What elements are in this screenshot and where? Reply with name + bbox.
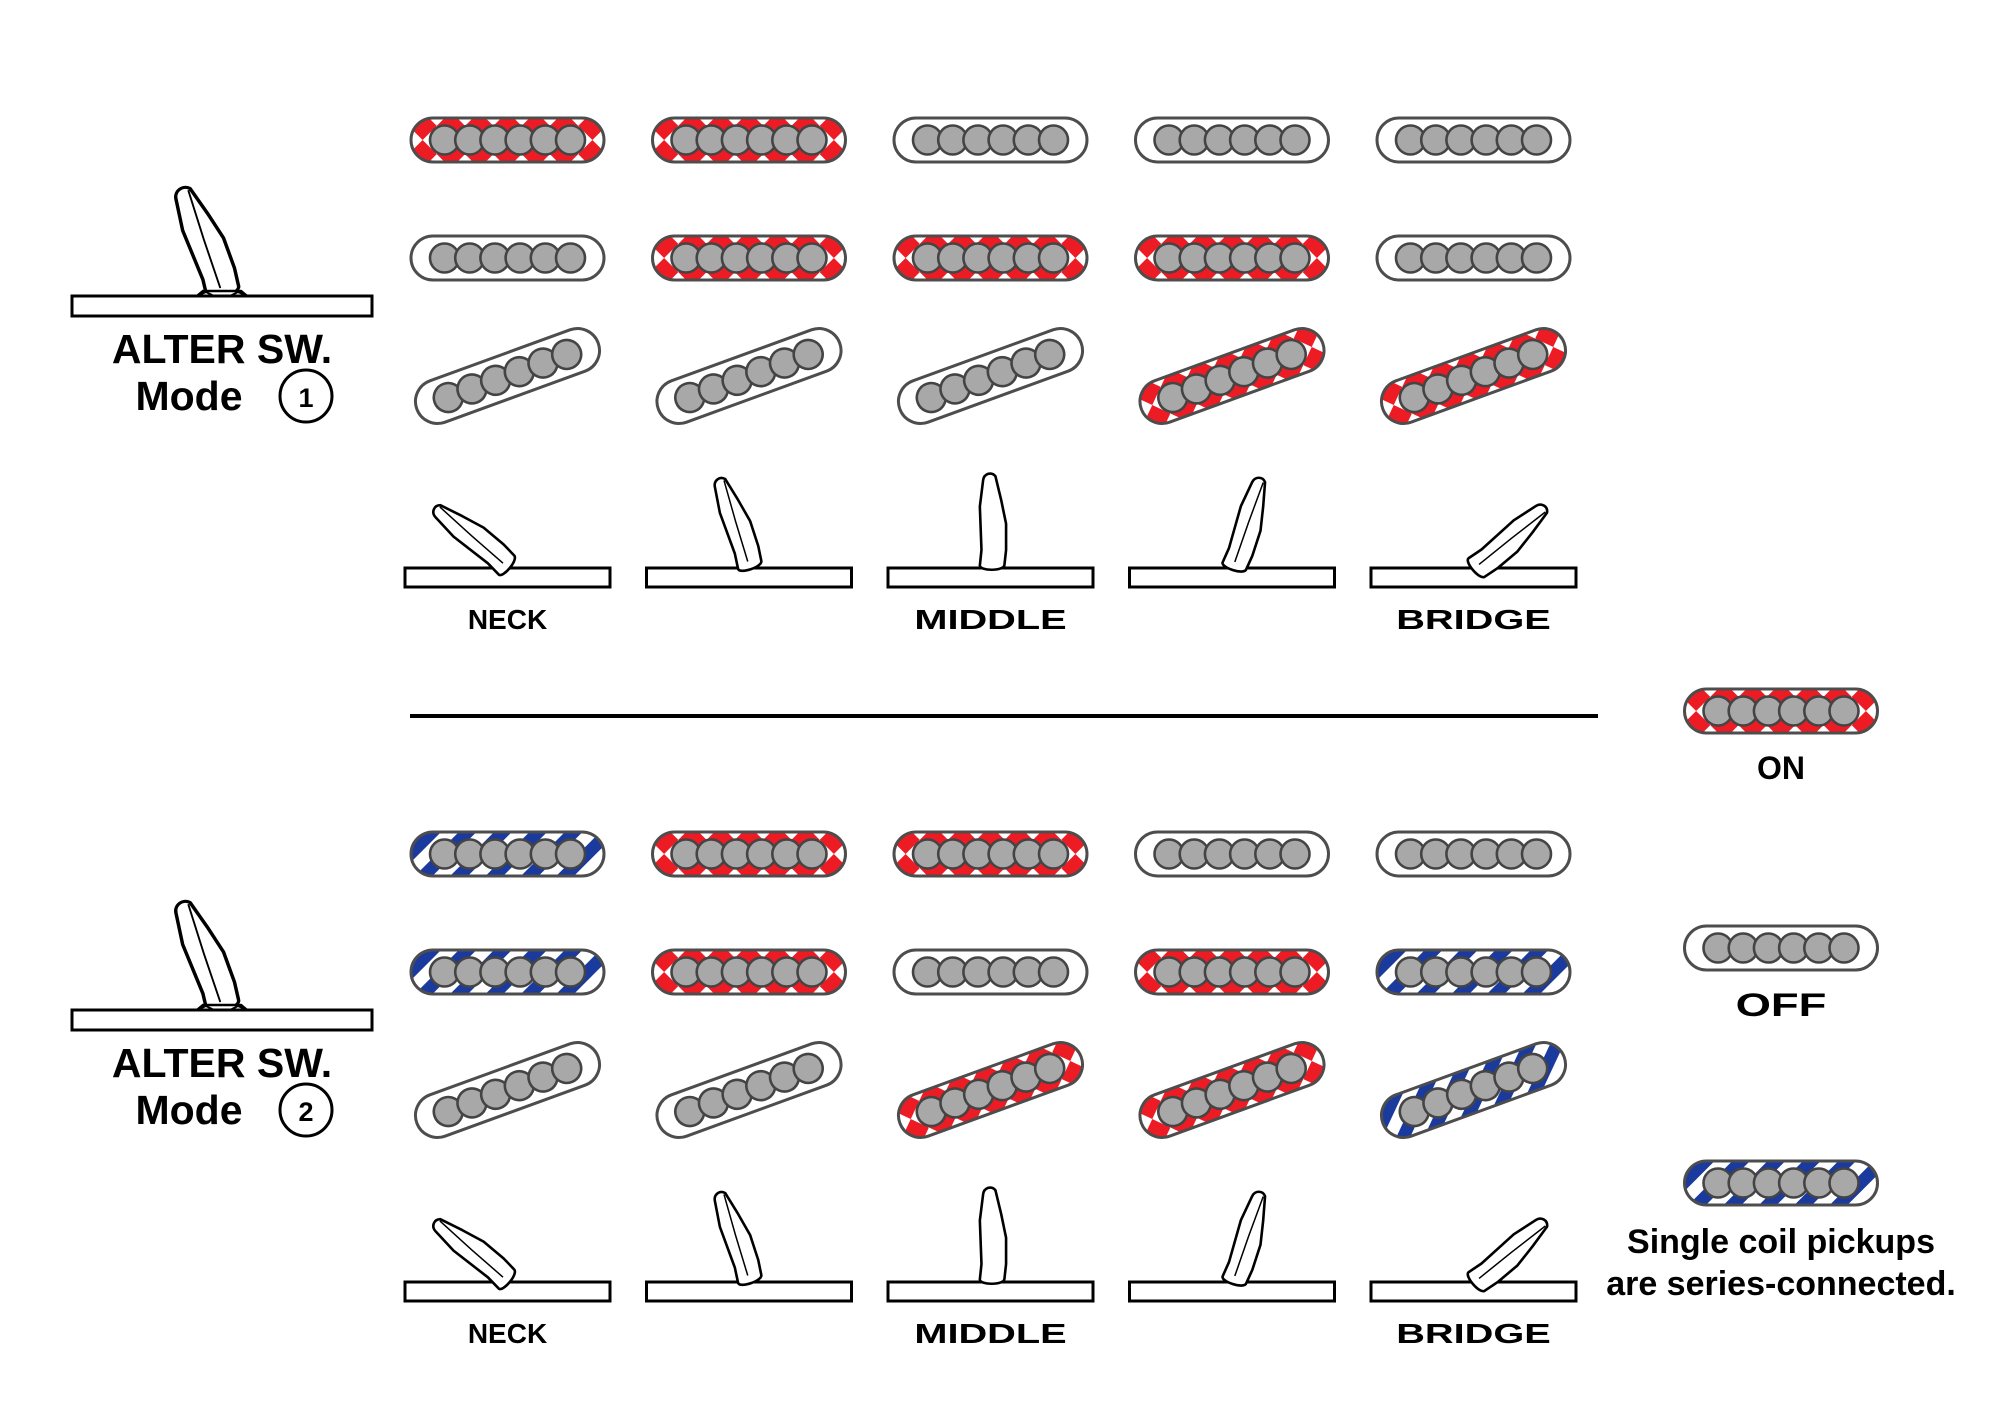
- svg-text:ALTER SW.: ALTER SW.: [112, 326, 332, 372]
- svg-text:1: 1: [298, 383, 313, 413]
- svg-text:BRIDGE: BRIDGE: [1396, 605, 1551, 636]
- svg-text:Mode: Mode: [135, 1087, 242, 1133]
- svg-text:OFF: OFF: [1736, 988, 1827, 1024]
- svg-text:Mode: Mode: [135, 373, 242, 419]
- svg-text:NECK: NECK: [468, 604, 547, 635]
- svg-text:ON: ON: [1757, 750, 1805, 786]
- svg-text:NECK: NECK: [468, 1318, 547, 1349]
- svg-text:MIDDLE: MIDDLE: [914, 1319, 1066, 1350]
- svg-text:are series-connected.: are series-connected.: [1606, 1265, 1956, 1303]
- svg-text:BRIDGE: BRIDGE: [1396, 1319, 1551, 1350]
- svg-text:Single coil pickups: Single coil pickups: [1627, 1223, 1935, 1261]
- svg-text:ALTER SW.: ALTER SW.: [112, 1040, 332, 1086]
- svg-text:MIDDLE: MIDDLE: [914, 605, 1066, 636]
- svg-text:2: 2: [298, 1097, 313, 1127]
